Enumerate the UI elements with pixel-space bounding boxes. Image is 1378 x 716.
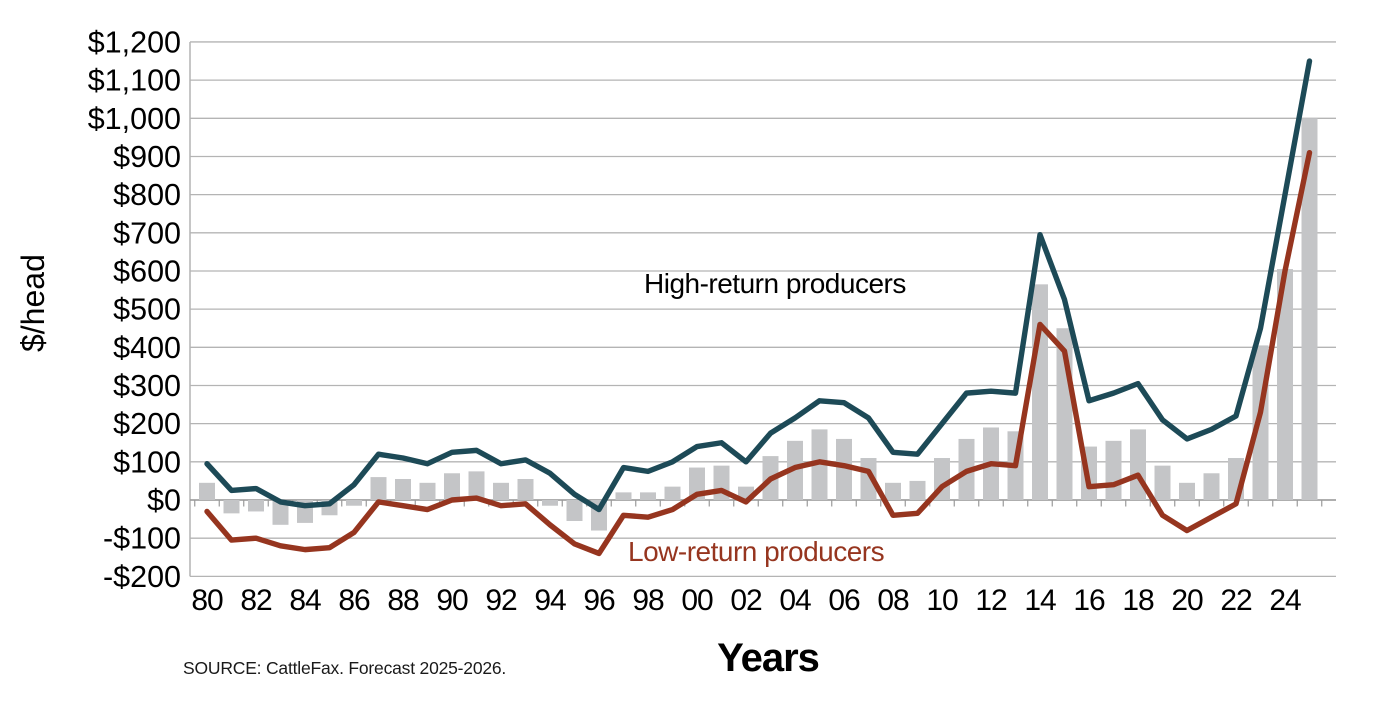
x-tick-label-24: 24 <box>1269 584 1301 617</box>
y-tick-label: $200 <box>113 407 181 441</box>
bar-1982 <box>248 500 264 512</box>
bar-1993 <box>517 479 534 500</box>
x-tick-label-12: 12 <box>975 584 1007 617</box>
x-tick-label-94: 94 <box>534 584 566 617</box>
x-tick-label-86: 86 <box>338 584 370 617</box>
bar-1995 <box>566 500 583 521</box>
annotation-low-return-producers: Low-return producers <box>628 536 885 567</box>
bar-2009 <box>909 480 926 500</box>
y-tick-label: $1,100 <box>88 64 181 98</box>
x-tick-label-80: 80 <box>191 584 223 617</box>
source-note: SOURCE: CattleFax. Forecast 2025-2026. <box>183 658 507 678</box>
y-tick-label: $400 <box>113 331 181 365</box>
y-tick-label: -$200 <box>103 560 181 594</box>
x-tick-label-10: 10 <box>926 584 958 617</box>
bar-1999 <box>664 486 681 500</box>
x-tick-label-82: 82 <box>240 584 272 617</box>
x-tick-label-88: 88 <box>387 584 419 617</box>
bar-2005 <box>811 429 828 500</box>
low-return-line <box>204 149 1313 557</box>
y-tick-label: $1,200 <box>88 25 181 59</box>
y-tick-label: $900 <box>113 140 181 174</box>
x-tick-label-20: 20 <box>1171 584 1203 617</box>
x-tick-label-98: 98 <box>632 584 664 617</box>
x-tick-label-96: 96 <box>583 584 615 617</box>
bar-1981 <box>223 500 240 514</box>
x-tick-label-00: 00 <box>681 584 713 617</box>
x-tick-label-06: 06 <box>828 584 860 617</box>
bar-2020 <box>1179 482 1195 500</box>
bar-1980 <box>199 482 215 500</box>
x-axis-title: Years <box>717 636 820 680</box>
x-tick-label-22: 22 <box>1220 584 1252 617</box>
bar-1989 <box>419 482 436 500</box>
y-tick-label: $800 <box>113 178 181 212</box>
bar-2025 <box>1301 118 1318 501</box>
bar-1986 <box>346 500 362 506</box>
bar-2019 <box>1154 465 1171 500</box>
bar-1987 <box>370 477 387 500</box>
bar-1998 <box>640 492 656 500</box>
x-tick-label-02: 02 <box>730 584 762 617</box>
y-tick-label: $1,000 <box>88 102 181 136</box>
bar-2014 <box>1032 284 1048 500</box>
x-tick-label-08: 08 <box>877 584 909 617</box>
y-tick-label: $300 <box>113 369 181 403</box>
bar-1983 <box>272 500 289 525</box>
y-tick-label: $600 <box>113 254 181 288</box>
y-tick-label: $100 <box>113 445 181 479</box>
high-return-line <box>204 58 1313 513</box>
x-tick-label-04: 04 <box>779 584 811 617</box>
annotation-high-return-producers: High-return producers <box>644 268 906 299</box>
bar-2006 <box>836 438 852 500</box>
y-tick-label: $700 <box>113 216 181 250</box>
bar-1991 <box>468 471 485 500</box>
x-tick-label-16: 16 <box>1073 584 1105 617</box>
x-tick-label-14: 14 <box>1024 584 1056 617</box>
x-tick-label-92: 92 <box>485 584 517 617</box>
bar-1990 <box>444 473 460 500</box>
bar-1992 <box>493 482 509 500</box>
bar-1988 <box>395 479 411 500</box>
x-tick-label-84: 84 <box>289 584 321 617</box>
x-tick-label-18: 18 <box>1122 584 1154 617</box>
y-tick-label: $500 <box>113 293 181 327</box>
y-axis-title: $/head <box>15 254 51 352</box>
y-tick-label: -$100 <box>103 522 181 556</box>
bar-2024 <box>1277 269 1293 500</box>
y-tick-label: $0 <box>147 484 181 518</box>
bar-2017 <box>1105 440 1122 500</box>
bar-1994 <box>542 500 558 506</box>
bar-2021 <box>1203 473 1220 500</box>
x-tick-label-90: 90 <box>436 584 468 617</box>
bar-1997 <box>615 492 632 500</box>
bar-2008 <box>885 482 901 500</box>
